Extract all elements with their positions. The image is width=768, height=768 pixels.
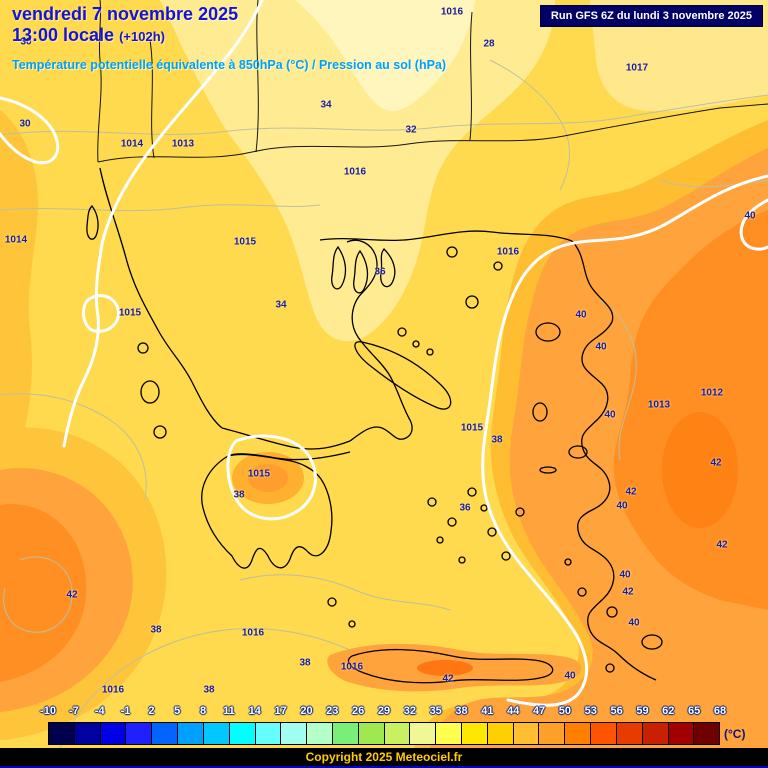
footer-bar: Copyright 2025 Meteociel.fr bbox=[0, 748, 768, 768]
colorbar-segment bbox=[178, 723, 204, 744]
colorbar-tick: 14 bbox=[248, 705, 261, 717]
colorbar-segment bbox=[74, 723, 101, 744]
colorbar-tick: 29 bbox=[377, 705, 391, 717]
colorbar-tick: -10 bbox=[40, 705, 56, 717]
colorbar-segment bbox=[436, 723, 462, 744]
colorbar-tick: -7 bbox=[68, 705, 79, 717]
colorbar-segment bbox=[668, 723, 695, 744]
colorbar-segment bbox=[49, 723, 75, 744]
colorbar-segment bbox=[126, 723, 153, 744]
colorbar-segment bbox=[462, 723, 488, 744]
colorbar-tick: 56 bbox=[610, 705, 623, 717]
colorbar-segment bbox=[513, 723, 540, 744]
colorbar-segment bbox=[384, 723, 411, 744]
colorbar-tick: -1 bbox=[120, 705, 131, 717]
map-canvas bbox=[0, 0, 768, 748]
copyright: Copyright 2025 Meteociel.fr bbox=[305, 750, 463, 764]
header: vendredi 7 novembre 2025 13:00 locale (+… bbox=[12, 4, 446, 73]
colorbar-tick: 32 bbox=[403, 705, 416, 717]
colorbar-unit: (°C) bbox=[724, 727, 746, 741]
gray-contours bbox=[0, 59, 768, 748]
colorbar-tick: 65 bbox=[688, 705, 701, 717]
colorbar-segment bbox=[281, 723, 308, 744]
parameter-title: Température potentielle équivalente à 85… bbox=[12, 58, 447, 73]
colorbar-segment bbox=[203, 723, 230, 744]
colorbar-tick: 5 bbox=[174, 705, 181, 717]
colorbar-tick: 17 bbox=[274, 705, 287, 717]
isobars bbox=[0, 0, 768, 707]
colorbar-segment bbox=[152, 723, 179, 744]
colorbar-tick: 35 bbox=[429, 705, 442, 717]
colorbar-tick: 47 bbox=[532, 705, 546, 717]
run-info: Run GFS 6Z du lundi 3 novembre 2025 bbox=[539, 5, 763, 27]
colorbar-tick: 44 bbox=[507, 705, 520, 717]
colorbar-tick: 23 bbox=[326, 705, 339, 717]
colorbar-segment bbox=[307, 723, 333, 744]
colorbar-tick: 68 bbox=[713, 705, 727, 717]
colorbar-segment bbox=[642, 723, 669, 744]
colorbar-ticks: -10 -7 -4 -1 2 5 8 11 14 17 20 23 26 29 32 35 38 41 44 47 50… bbox=[40, 705, 726, 720]
forecast-date: vendredi 7 novembre 2025 bbox=[12, 4, 239, 24]
colorbar-segment bbox=[229, 723, 256, 744]
colorbar bbox=[48, 722, 720, 745]
colorbar-segment bbox=[591, 723, 617, 744]
temperature-fill-layers bbox=[0, 0, 768, 748]
colorbar-tick: 11 bbox=[223, 705, 235, 717]
colorbar-tick: -4 bbox=[94, 705, 105, 717]
colorbar-tick: 2 bbox=[148, 705, 155, 717]
colorbar-tick: 53 bbox=[584, 705, 597, 717]
colorbar-tick: 50 bbox=[558, 705, 572, 717]
country-borders bbox=[97, 0, 768, 163]
forecast-time-value: 13:00 locale bbox=[12, 24, 115, 45]
colorbar-tick: 59 bbox=[636, 705, 649, 717]
colorbar-tick: 8 bbox=[200, 705, 207, 717]
colorbar-segment bbox=[539, 723, 566, 744]
forecast-time: 13:00 locale (+102h) bbox=[12, 25, 446, 46]
colorbar-segment bbox=[332, 723, 359, 744]
colorbar-segment bbox=[410, 723, 437, 744]
colorbar-tick: 62 bbox=[662, 705, 675, 717]
colorbar-segment bbox=[487, 723, 514, 744]
colorbar-segment bbox=[255, 723, 282, 744]
colorbar-tick: 20 bbox=[300, 705, 313, 717]
colorbar-tick: 41 bbox=[481, 705, 494, 717]
forecast-offset: (+102h) bbox=[119, 28, 165, 44]
colorbar-segment bbox=[100, 723, 127, 744]
colorbar-segment bbox=[358, 723, 385, 744]
colorbar-tick: 38 bbox=[455, 705, 468, 717]
colorbar-segment bbox=[565, 723, 592, 744]
colorbar-segment bbox=[694, 723, 720, 744]
colorbar-tick: 26 bbox=[352, 705, 365, 717]
colorbar-segment bbox=[616, 723, 643, 744]
coastlines bbox=[86, 167, 663, 684]
